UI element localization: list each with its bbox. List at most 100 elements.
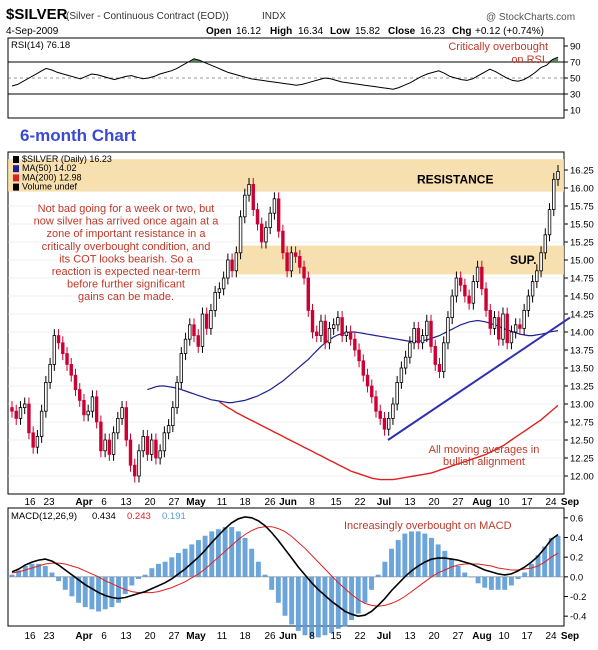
rsi-legend: RSI(14) 76.18 [11, 40, 70, 51]
price-candle-body [162, 432, 167, 452]
price-candle-body [145, 435, 150, 455]
legend-swatch [13, 156, 19, 163]
x-tick-label: 27 [168, 631, 180, 642]
chart-title: 6-month Chart [20, 126, 137, 145]
price-candle-body [171, 407, 175, 427]
price-candle-body [458, 277, 463, 286]
rsi-grid [8, 61, 564, 95]
price-candle-body [149, 439, 154, 455]
price-candle-body [315, 331, 319, 336]
macd-histogram-bar [89, 576, 95, 610]
price-candle-body [331, 324, 336, 329]
price-candle-body [412, 327, 416, 344]
macd-histogram-bar [189, 544, 195, 577]
price-candle-body [306, 277, 310, 311]
macd-histogram-bar [42, 566, 48, 577]
price-tick-label: 16.25 [570, 166, 594, 177]
x-tick-label: 27 [168, 497, 180, 508]
date-label: 4-Sep-2009 [6, 26, 59, 37]
low-label: Low [330, 26, 350, 37]
x-tick-label: Jul [377, 497, 392, 508]
rsi-annotation-line2: on RSI. [511, 54, 548, 66]
x-tick-label: May [186, 631, 206, 642]
macd-histogram [9, 527, 561, 638]
x-tick-label: 10 [498, 497, 510, 508]
price-candle-body [522, 309, 526, 329]
price-candle-body [492, 317, 497, 329]
commentary-line: its COT looks bearish. So a [59, 253, 194, 265]
macd-histogram-bar [295, 576, 301, 631]
rsi-overbought-area [552, 57, 558, 62]
chg-value: +0.12 (+0.74%) [475, 26, 544, 37]
zone-band [8, 159, 564, 192]
rsi-panel: 90 70 50 30 10 RSI(14) 76.18 Critically over… [7, 37, 581, 119]
price-candle-body [518, 324, 522, 329]
macd-histogram-bar [22, 566, 28, 577]
price-candle-body [204, 313, 209, 329]
macd-annotation: Increasingly overbought on MACD [344, 520, 512, 532]
macd-panel: 0.6 0.4 0.2 0.0 -0.2 -0.4 MACD(12,26,9) 0.434… [7, 507, 586, 638]
price-candle-body [124, 407, 128, 441]
price-tick-label: 12.75 [570, 418, 594, 429]
price-candle-body [547, 209, 552, 236]
x-axis-middle: 16 23 Apr 6 13 20 27 May 11 18 26 Jun 8 15 22 Jul 13 20 27… [24, 497, 579, 508]
price-candle-body [395, 381, 399, 405]
price-candle-body [213, 291, 217, 311]
macd-histogram-bar [182, 548, 188, 577]
macd-histogram-bar [382, 561, 388, 577]
x-tick-label: 13 [120, 631, 132, 642]
macd-histogram-bar [455, 566, 461, 577]
price-candle-body [289, 252, 294, 272]
macd-legend-label: MACD(12,26,9) [11, 511, 77, 522]
price-candle-body [340, 317, 344, 337]
support-trendline [387, 316, 571, 441]
ma200-line [219, 401, 559, 481]
rsi-annotation-line1: Critically overbought [448, 41, 548, 53]
macd-histogram-bar [169, 557, 175, 577]
price-candle-body [272, 198, 277, 214]
price-candle-body [403, 356, 408, 369]
price-candle-body [310, 309, 315, 333]
macd-histogram-bar [515, 576, 521, 579]
price-candle-body [467, 295, 471, 304]
close-value: 16.23 [420, 26, 445, 37]
rsi-axis: 90 70 50 30 10 [564, 42, 581, 117]
price-candle-body [141, 435, 145, 452]
x-tick-label: Jun [279, 497, 297, 508]
macd-histogram-bar [329, 576, 335, 634]
price-candle-body [99, 421, 103, 452]
price-candle-body [238, 216, 243, 254]
macd-histogram-bar [249, 548, 255, 577]
macd-histogram-bar [129, 576, 135, 586]
macd-histogram-bar [369, 576, 375, 590]
macd-histogram-bar [29, 563, 35, 577]
legend-swatch [13, 183, 19, 191]
macd-histogram-bar [422, 533, 428, 577]
macd-histogram-bar [482, 576, 488, 588]
macd-line [11, 516, 559, 618]
price-candle-body [433, 345, 437, 365]
macd-histogram-bar [409, 531, 414, 577]
macd-histogram-bar [82, 576, 88, 608]
macd-histogram-bar [102, 576, 108, 610]
macd-histogram-bar [195, 540, 201, 577]
macd-legend-hist: 0.191 [162, 511, 186, 522]
macd-histogram-bar [302, 576, 308, 636]
price-tick-label: 13.25 [570, 382, 594, 393]
price-candle-body [480, 266, 484, 290]
price-candle-body [234, 252, 239, 272]
macd-histogram-bar [215, 529, 221, 577]
macd-histogram-bar [255, 561, 261, 577]
commentary-line: reaction is expected near-term [52, 266, 201, 278]
macd-legend-signal: 0.243 [127, 511, 151, 522]
price-tick-label: 14.50 [570, 292, 594, 303]
price-candle-body [78, 389, 82, 401]
price-candle-body [48, 363, 52, 383]
macd-histogram-bar [402, 533, 408, 577]
price-candle-body [196, 335, 200, 347]
x-tick-label: 16 [24, 497, 36, 508]
macd-histogram-bar [495, 576, 501, 590]
x-tick-label: 17 [521, 497, 533, 508]
price-candle-body [281, 230, 285, 254]
close-label: Close [388, 26, 416, 37]
